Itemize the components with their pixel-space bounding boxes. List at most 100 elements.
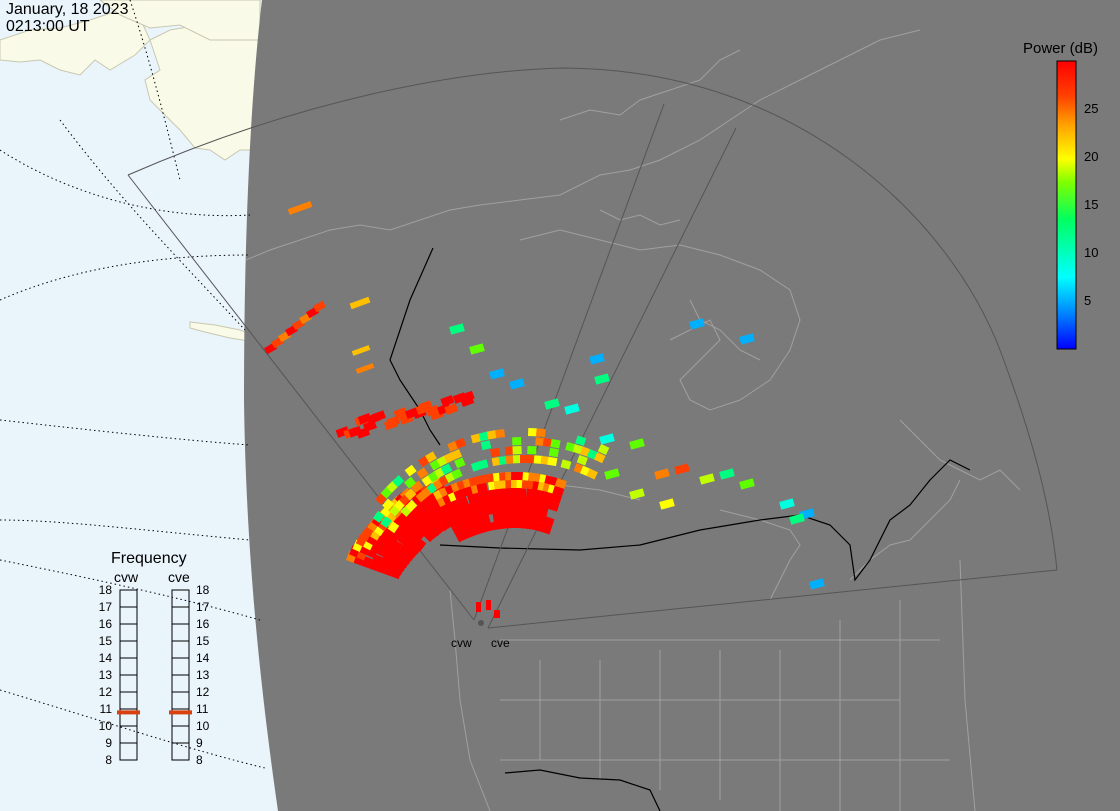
echo-cell (351, 345, 371, 356)
echo-cell (476, 602, 481, 612)
echo-cell (564, 403, 580, 415)
frequency-scales (117, 589, 192, 761)
echo-cell (809, 578, 825, 590)
echo-cell (392, 475, 405, 488)
colorbar-tick-label: 5 (1084, 293, 1092, 308)
frequency-tick-label: 14 (98, 651, 112, 665)
radar-fields-of-view (127, 67, 1058, 629)
frequency-tick-label: 18 (196, 583, 210, 597)
echo-cell (312, 300, 327, 313)
frequency-tick-label: 8 (196, 753, 203, 767)
echo-cell (490, 447, 501, 458)
frequency-tick-label: 16 (98, 617, 112, 631)
frequency-tick-label: 13 (196, 668, 210, 682)
echo-cell (576, 454, 588, 466)
echo-cell (535, 437, 545, 447)
echo-cell (512, 445, 522, 455)
echo-cell (450, 449, 463, 460)
echo-cell (444, 403, 459, 415)
echo-cell (629, 438, 645, 450)
colorbar-tick-label: 20 (1084, 149, 1099, 164)
echo-cell (699, 473, 715, 485)
echo-cell (416, 467, 429, 480)
echo-cell (593, 452, 606, 464)
echo-cell (371, 410, 386, 422)
echo-cell (355, 363, 375, 374)
echo-cell (382, 498, 395, 511)
echo-cell (739, 478, 755, 490)
echo-cell (404, 488, 417, 501)
colorbar-tick-label: 10 (1084, 245, 1099, 260)
frequency-tick-label: 17 (98, 600, 112, 614)
echo-cell (478, 514, 491, 526)
echo-cell (486, 600, 491, 610)
echo-cell (552, 485, 565, 497)
echo-cell (554, 478, 567, 489)
colorbar-tick-label: 15 (1084, 197, 1099, 212)
echo-cell (597, 443, 610, 456)
frequency-scale-cell (171, 742, 190, 761)
echo-cell (536, 506, 549, 517)
radar-label-cve: cve (491, 636, 510, 650)
echo-cell (659, 498, 675, 510)
radar-site-cvw (478, 620, 484, 626)
frequency-tick-label: 11 (99, 702, 112, 716)
echo-cell (509, 378, 525, 390)
frequency-title: Frequency (111, 550, 187, 567)
colorbar-tick-label: 25 (1084, 101, 1099, 116)
frequency-scale-cell (119, 742, 138, 761)
echo-cell (465, 518, 478, 530)
echo-cell (349, 296, 371, 310)
echo-cell (560, 459, 572, 470)
echo-cell (480, 522, 493, 533)
frequency-tick-label: 12 (196, 685, 210, 699)
frequency-tick-label: 9 (105, 736, 112, 750)
frequency-tick-label: 14 (196, 651, 210, 665)
us-canada-border (389, 247, 971, 582)
echo-cell (495, 429, 506, 439)
frequency-tick-label: 15 (98, 634, 112, 648)
echo-cell (469, 343, 485, 355)
echo-cell (387, 521, 400, 534)
echo-cell (451, 468, 463, 480)
echo-cell (586, 468, 598, 480)
echo-cell (476, 482, 488, 493)
echo-cell (674, 463, 690, 475)
colorbar-title: Power (dB) (1023, 40, 1099, 57)
echo-cell (689, 318, 705, 330)
echo-cell (372, 510, 385, 523)
echo-cell (362, 420, 377, 432)
echo-cell (550, 438, 561, 449)
frequency-tick-label: 10 (98, 719, 112, 733)
echo-cell (480, 440, 492, 451)
echo-cell (400, 497, 414, 511)
backscatter-echoes (263, 201, 825, 618)
power-colorbar (1056, 60, 1077, 350)
echo-cell (547, 456, 558, 467)
echo-cell (599, 433, 615, 445)
alaska-coastline-upper (99, 0, 261, 41)
frequency-tick-label: 17 (196, 600, 210, 614)
echo-cell (779, 498, 795, 510)
echo-cell (413, 538, 427, 552)
echo-cell (539, 523, 552, 535)
frequency-tick-label: 16 (196, 617, 210, 631)
echo-cell (440, 463, 453, 475)
echo-cell (405, 499, 418, 512)
echo-cell (449, 323, 465, 335)
echo-cell (454, 457, 466, 469)
echo-cell (410, 480, 424, 494)
time-label: 0213:00 UT (6, 18, 90, 35)
echo-cell (789, 513, 805, 525)
echo-cell (654, 468, 670, 480)
echo-cell (519, 504, 531, 513)
frequency-tick-label: 15 (196, 634, 210, 648)
echo-cell (739, 333, 755, 345)
echo-cell (478, 431, 490, 442)
echo-cell (575, 435, 587, 446)
frequency-tick-label: 8 (105, 753, 112, 767)
echo-cell (719, 468, 735, 480)
echo-cell (542, 437, 553, 448)
echo-cell (512, 436, 522, 446)
echo-cell (404, 464, 417, 477)
